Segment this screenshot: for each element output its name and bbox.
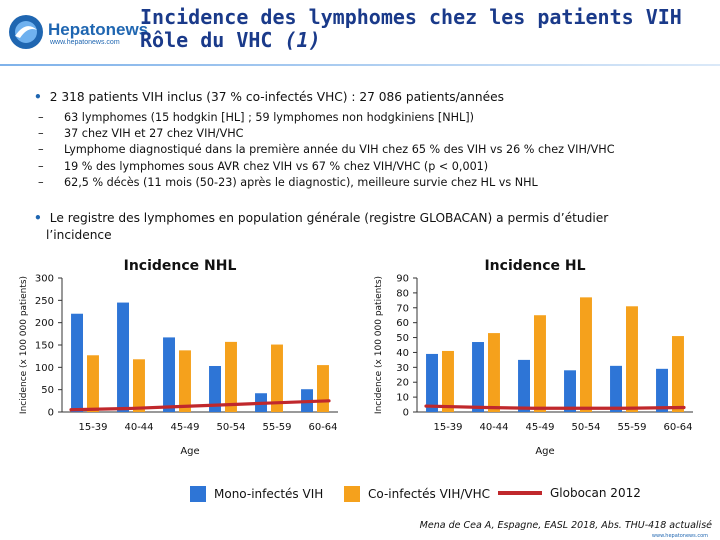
hl-x-tick-label: 45-49 bbox=[525, 422, 554, 433]
hl-x-tick-label: 40-44 bbox=[479, 422, 508, 433]
hl-y-tick-label: 10 bbox=[396, 393, 409, 404]
hl-bar-coinf bbox=[672, 336, 684, 412]
hl-bar-mono bbox=[610, 365, 622, 412]
nhl-bar-coinf bbox=[87, 355, 99, 412]
nhl-bar-mono bbox=[209, 365, 221, 412]
hl-y-tick-label: 20 bbox=[396, 378, 409, 389]
legend-coinf: Co-infectés VIH/VHC bbox=[344, 486, 490, 502]
sub-bullet-list: –63 lymphomes (15 hodgkin [HL] ; 59 lymp… bbox=[38, 110, 615, 191]
bullet-1: • 2 318 patients VIH inclus (37 % co-infe… bbox=[34, 90, 504, 104]
bullet-dot-icon: • bbox=[34, 90, 42, 104]
legend-swatch-globocan bbox=[498, 491, 542, 495]
hl-y-tick-label: 90 bbox=[396, 274, 409, 285]
nhl-y-tick-label: 150 bbox=[35, 341, 54, 352]
nhl-y-tick-label: 50 bbox=[41, 385, 54, 396]
chart-legend: Mono-infectés VIH Co-infectés VIH/VHC Gl… bbox=[190, 486, 710, 506]
legend-mono: Mono-infectés VIH bbox=[190, 486, 323, 502]
legend-globocan: Globocan 2012 bbox=[498, 486, 641, 500]
hl-y-tick-label: 80 bbox=[396, 288, 409, 299]
hl-x-axis-label: Age bbox=[535, 446, 554, 457]
nhl-x-tick-label: 50-54 bbox=[216, 422, 245, 433]
legend-label-globocan: Globocan 2012 bbox=[550, 486, 641, 500]
bullet-1-text: 2 318 patients VIH inclus (37 % co-infec… bbox=[49, 90, 504, 104]
title-reference: (1) bbox=[284, 28, 321, 52]
hl-bar-coinf bbox=[488, 333, 500, 412]
nhl-x-axis-label: Age bbox=[180, 446, 199, 457]
legend-label-mono: Mono-infectés VIH bbox=[214, 487, 324, 501]
nhl-y-tick-label: 200 bbox=[35, 318, 54, 329]
nhl-y-axis-label: Incidence (x 100 000 patients) bbox=[19, 276, 29, 414]
nhl-title: Incidence NHL bbox=[124, 258, 237, 274]
hl-bar-coinf bbox=[534, 315, 546, 412]
nhl-bar-coinf bbox=[271, 344, 283, 412]
nhl-bar-mono bbox=[163, 337, 175, 412]
hl-y-tick-label: 70 bbox=[396, 303, 409, 314]
nhl-y-tick-label: 100 bbox=[35, 363, 54, 374]
nhl-globocan-line bbox=[69, 399, 331, 412]
legend-swatch-mono bbox=[190, 486, 206, 502]
hl-y-tick-label: 40 bbox=[396, 348, 409, 359]
hl-y-tick-label: 60 bbox=[396, 318, 409, 329]
hl-y-axis-label: Incidence (x 100 000 patients) bbox=[374, 276, 384, 414]
hl-bar-coinf bbox=[626, 306, 638, 412]
title-line-1: Incidence des lymphomes chez les patient… bbox=[140, 5, 682, 29]
footer-url: www.hepatonews.com bbox=[651, 533, 708, 539]
hl-bar-mono bbox=[656, 368, 668, 412]
hl-x-tick-label: 50-54 bbox=[571, 422, 600, 433]
bullet-dot-icon: • bbox=[34, 211, 42, 225]
nhl-bar-mono bbox=[71, 313, 83, 412]
hl-y-tick-label: 0 bbox=[403, 408, 409, 419]
bullet-2: • Le registre des lymphomes en population… bbox=[34, 210, 694, 244]
hl-x-tick-label: 60-64 bbox=[663, 422, 692, 433]
nhl-x-tick-label: 60-64 bbox=[308, 422, 337, 433]
hl-y-tick-label: 50 bbox=[396, 333, 409, 344]
nhl-x-tick-label: 45-49 bbox=[170, 422, 199, 433]
sub-bullet: –37 chez VIH et 27 chez VIH/VHC bbox=[38, 127, 244, 141]
chart-nhl: Incidence NHL Incidence (x 100 000 patien… bbox=[19, 258, 338, 457]
citation: Mena de Cea A, Espagne, EASL 2018, Abs. … bbox=[419, 520, 712, 531]
hl-bar-mono bbox=[472, 342, 484, 412]
sub-bullet: –63 lymphomes (15 hodgkin [HL] ; 59 lymp… bbox=[38, 111, 474, 124]
hl-bar-mono bbox=[564, 370, 576, 412]
sub-bullet: – Lymphome diagnostiqué dans la première … bbox=[38, 143, 615, 157]
nhl-bar-coinf bbox=[317, 365, 329, 412]
title-line-2: Rôle du VHC bbox=[140, 28, 273, 52]
hl-bar-mono bbox=[518, 359, 530, 412]
hl-title: Incidence HL bbox=[484, 258, 585, 274]
hl-x-tick-label: 15-39 bbox=[433, 422, 462, 433]
hl-x-tick-label: 55-59 bbox=[617, 422, 646, 433]
nhl-y-tick-label: 0 bbox=[48, 408, 54, 419]
nhl-bar-mono bbox=[117, 302, 129, 412]
legend-swatch-coinf bbox=[344, 486, 360, 502]
logo-url: www.hepatonews.com bbox=[50, 39, 120, 46]
chart-hl: Incidence HL Incidence (x 100 000 patient… bbox=[374, 258, 693, 457]
nhl-x-tick-label: 15-39 bbox=[78, 422, 107, 433]
hl-y-tick-label: 30 bbox=[396, 363, 409, 374]
nhl-bar-coinf bbox=[133, 359, 145, 412]
nhl-y-tick-label: 250 bbox=[35, 296, 54, 307]
sub-bullet: –62,5 % décès (11 mois (50-23) après le … bbox=[38, 175, 538, 189]
header-divider bbox=[0, 64, 720, 66]
hl-bar-mono bbox=[426, 353, 438, 412]
hepatonews-logo: Hepatonews www.hepatonews.com bbox=[6, 8, 148, 56]
nhl-x-tick-label: 40-44 bbox=[124, 422, 153, 433]
hl-bar-coinf bbox=[442, 350, 454, 412]
hl-bar-coinf bbox=[580, 297, 592, 412]
sub-bullet: –19 % des lymphomes sous AVR chez VIH vs… bbox=[38, 159, 489, 173]
hl-globocan-line bbox=[424, 404, 686, 410]
legend-label-coinf: Co-infectés VIH/VHC bbox=[368, 487, 490, 501]
bullet-2-text-line2: l’incidence bbox=[46, 228, 112, 242]
logo-emblem-icon bbox=[9, 15, 43, 49]
nhl-bar-coinf bbox=[225, 341, 237, 412]
page-title: Incidence des lymphomes chez les patient… bbox=[140, 6, 682, 52]
nhl-bar-coinf bbox=[179, 350, 191, 412]
logo-text: Hepatonews bbox=[48, 20, 149, 39]
bullet-2-text-line1: Le registre des lymphomes en population … bbox=[49, 211, 609, 225]
nhl-y-tick-label: 300 bbox=[35, 274, 54, 285]
nhl-x-tick-label: 55-59 bbox=[262, 422, 291, 433]
